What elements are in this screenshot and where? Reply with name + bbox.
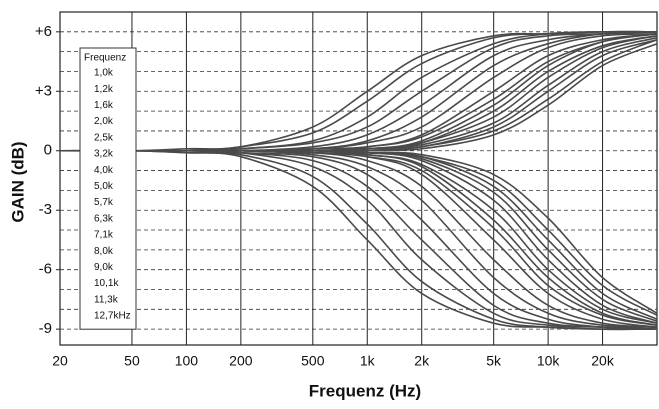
x-tick-label: 100 [175, 353, 199, 369]
y-axis-label: GAIN (dB) [8, 141, 27, 222]
x-axis-label: Frequenz (Hz) [309, 381, 421, 400]
legend-entry: 2,0k [94, 116, 114, 127]
legend-entry: 7,1k [94, 230, 114, 241]
y-tick-label: +3 [35, 82, 52, 99]
legend-box [79, 47, 137, 330]
eq-curve [60, 38, 658, 152]
x-tick-label: 20 [52, 353, 68, 369]
x-tick-label: 10k [537, 353, 561, 369]
eq-curve [60, 149, 658, 314]
legend-title: Frequenz [84, 53, 126, 64]
x-tick-label: 20k [591, 353, 615, 369]
eq-curve [60, 149, 658, 322]
legend-entry: 3,2k [94, 149, 114, 160]
eq-curve [59, 149, 658, 331]
legend-entry: 11,3k [94, 294, 119, 305]
plot-frame [59, 11, 658, 346]
legend-entry: 12,7kHz [94, 311, 131, 322]
legend-entry: 4,0k [94, 165, 114, 176]
legend-entry: 10,1k [94, 278, 119, 289]
x-tick-label: 2k [414, 353, 430, 369]
y-tick-label: 0 [44, 142, 52, 159]
y-tick-label: +6 [35, 23, 52, 40]
y-tick-label: -9 [39, 320, 52, 337]
legend-entry: 1,6k [94, 100, 114, 111]
y-tick-label: -3 [39, 201, 52, 218]
x-tick-label: 1k [360, 353, 376, 369]
legend: Frequenz 1,0k 1,2k 1,6k 2,0k 2,5k 3,2k 4,0k 5,0k… [79, 47, 137, 330]
x-tick-label: 5k [486, 353, 502, 369]
legend-entry: 1,0k [94, 68, 114, 79]
eq-curve [60, 149, 658, 320]
legend-entry: 5,0k [94, 181, 114, 192]
eq-curve [60, 39, 658, 152]
x-tick-label: 200 [229, 353, 253, 369]
legend-entry: 9,0k [94, 262, 114, 273]
legend-entry: 5,7k [94, 197, 114, 208]
eq-curve [60, 149, 658, 324]
legend-entry: 2,5k [94, 132, 114, 143]
x-tick-label: 50 [124, 353, 140, 369]
legend-entry: 6,3k [94, 213, 114, 224]
eq-curve [60, 149, 658, 324]
legend-entry: 1,2k [94, 84, 114, 95]
eq-curve [60, 149, 658, 316]
legend-entry: 8,0k [94, 246, 114, 257]
y-tick-label: -6 [39, 261, 52, 278]
x-tick-label: 500 [301, 353, 325, 369]
